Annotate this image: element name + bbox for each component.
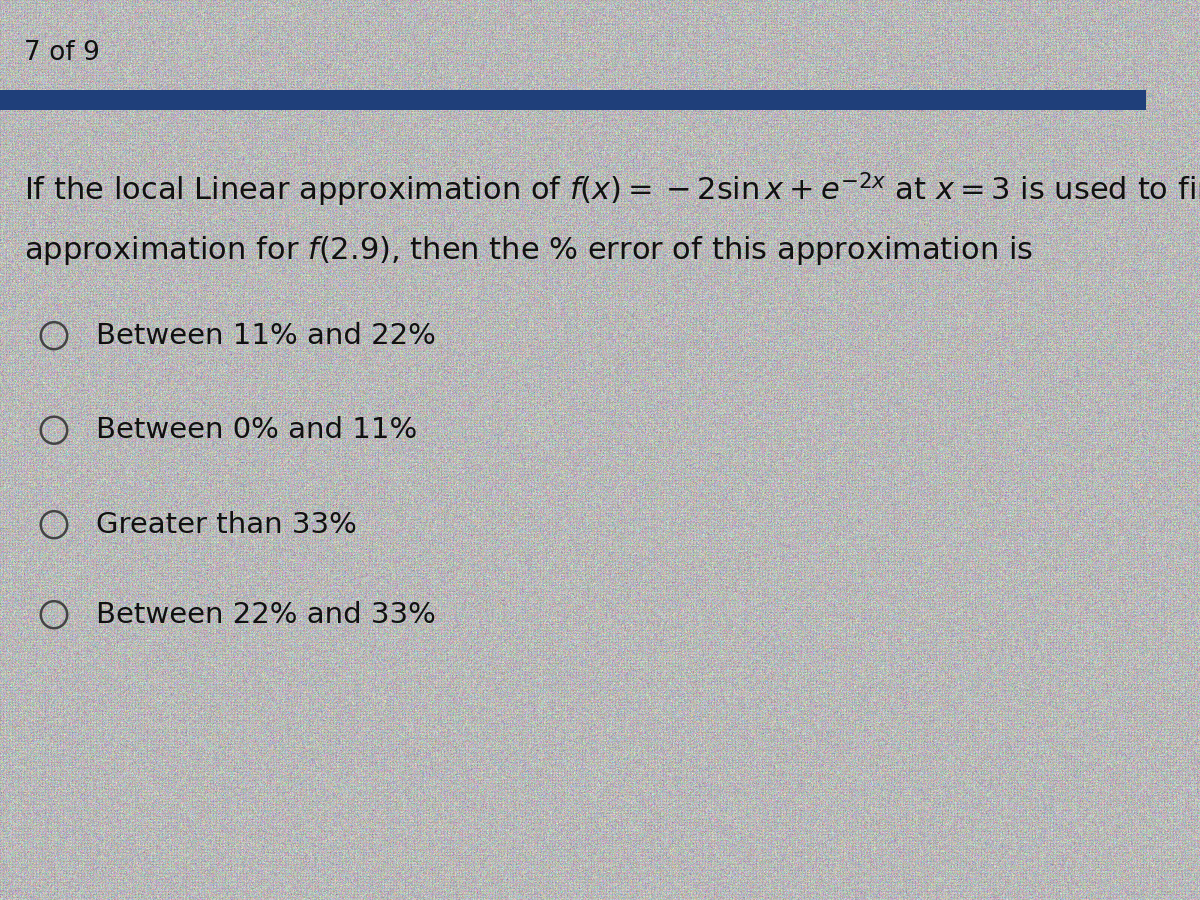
Text: 7 of 9: 7 of 9 bbox=[24, 40, 100, 67]
Text: approximation for $f(2.9)$, then the % error of this approximation is: approximation for $f(2.9)$, then the % e… bbox=[24, 234, 1033, 267]
Text: If the local Linear approximation of $f(x) = -2\sin x + e^{-2x}$ at $x = 3$ is u: If the local Linear approximation of $f(… bbox=[24, 171, 1200, 210]
Text: Between 11% and 22%: Between 11% and 22% bbox=[96, 321, 436, 350]
Text: Between 22% and 33%: Between 22% and 33% bbox=[96, 600, 436, 629]
Text: Greater than 33%: Greater than 33% bbox=[96, 510, 356, 539]
Text: Between 0% and 11%: Between 0% and 11% bbox=[96, 416, 418, 445]
FancyBboxPatch shape bbox=[0, 90, 1146, 110]
